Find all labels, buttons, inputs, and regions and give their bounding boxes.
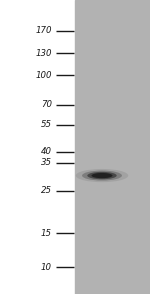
Text: 15: 15 [41,229,52,238]
Ellipse shape [82,171,122,181]
Ellipse shape [92,173,112,178]
Text: 100: 100 [35,71,52,80]
Text: 70: 70 [41,100,52,109]
Bar [75,0,150,294]
Ellipse shape [87,172,117,179]
Text: 40: 40 [41,147,52,156]
Text: 55: 55 [41,121,52,129]
Text: 170: 170 [35,26,52,35]
Text: 130: 130 [35,49,52,58]
Ellipse shape [76,169,128,182]
Text: 35: 35 [41,158,52,167]
Text: 25: 25 [41,186,52,195]
Bar [0,0,75,294]
Text: 10: 10 [41,263,52,272]
